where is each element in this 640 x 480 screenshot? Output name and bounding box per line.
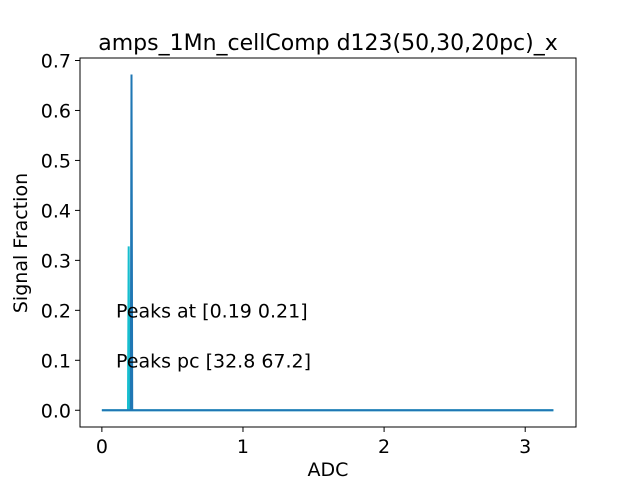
y-tick-label: 0.2 — [41, 300, 71, 322]
x-tick-label: 0 — [96, 436, 108, 458]
x-tick-label: 1 — [237, 436, 249, 458]
series-line-2 — [101, 74, 554, 412]
annotation-text: Peaks pc [32.8 67.2] — [116, 350, 311, 372]
y-axis: 0.0 0.1 0.2 0.3 0.4 0.5 0.6 0.7 — [41, 50, 80, 422]
plot-frame — [79, 57, 577, 428]
x-axis-label: ADC — [308, 459, 349, 480]
series-line-1 — [101, 246, 554, 412]
annotation-text: Peaks at [0.19 0.21] — [116, 300, 308, 322]
x-axis: 0 1 2 3 — [96, 427, 531, 458]
y-tick-label: 0.0 — [41, 400, 71, 422]
y-tick-label: 0.5 — [41, 150, 71, 172]
annotations: Peaks at [0.19 0.21] Peaks pc [32.8 67.2] — [116, 300, 311, 372]
chart-title: amps_1Mn_cellComp d123(50,30,20pc)_x — [98, 31, 558, 56]
x-tick-label: 2 — [378, 436, 390, 458]
y-tick-label: 0.6 — [41, 100, 71, 122]
y-tick-label: 0.4 — [41, 200, 71, 222]
plot-area — [79, 57, 577, 428]
x-tick-label: 3 — [519, 436, 531, 458]
y-tick-label: 0.1 — [41, 350, 71, 372]
y-tick-label: 0.7 — [41, 50, 71, 72]
y-axis-label: Signal Fraction — [10, 173, 32, 313]
y-tick-label: 0.3 — [41, 250, 71, 272]
